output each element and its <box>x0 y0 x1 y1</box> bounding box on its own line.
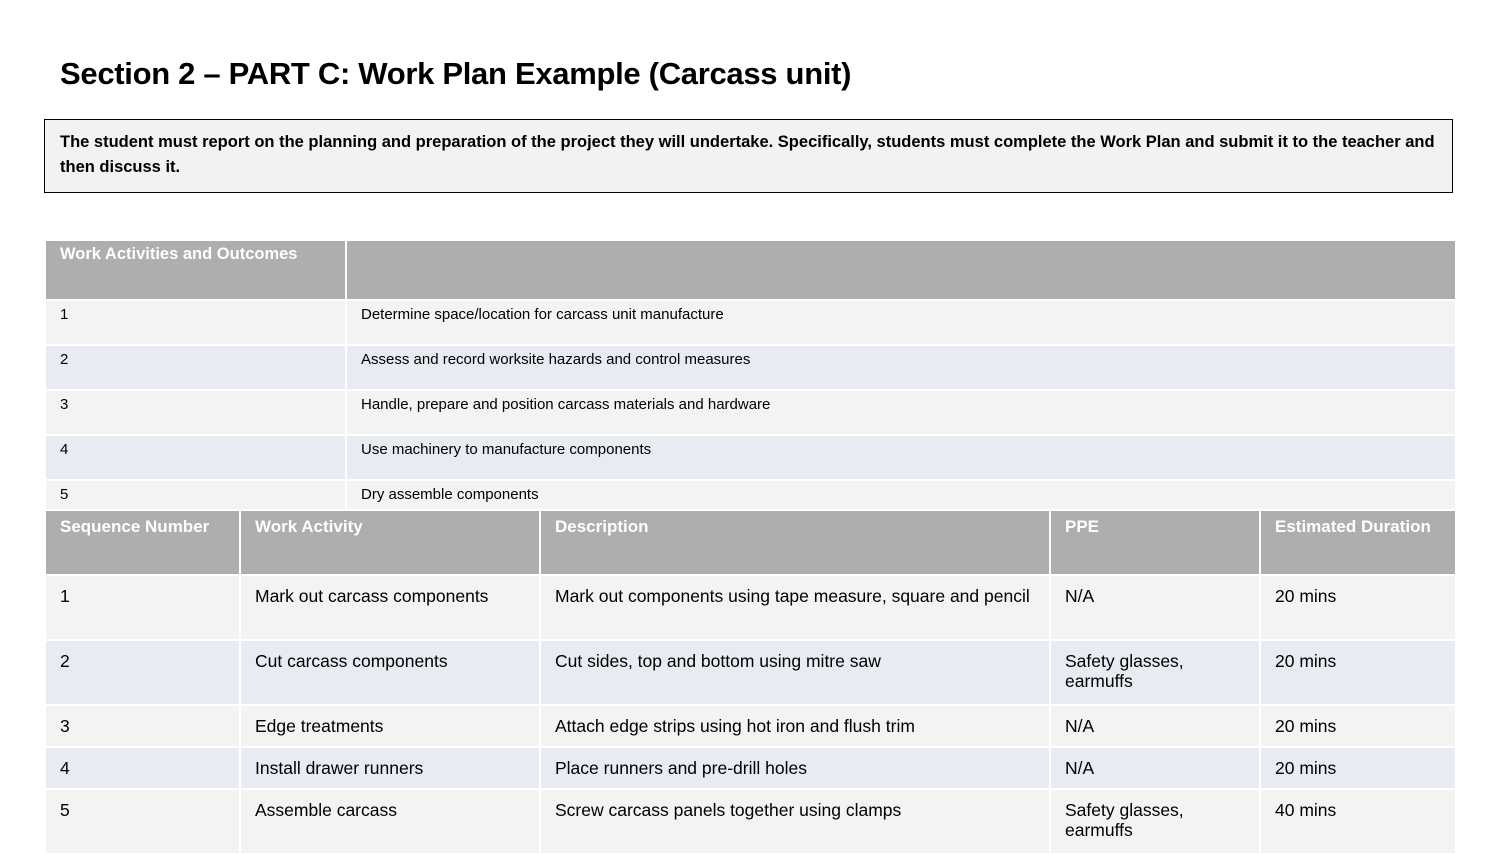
activity-text: Assess and record worksite hazards and c… <box>345 344 1457 391</box>
description: Attach edge strips using hot iron and fl… <box>539 704 1051 748</box>
activities-table: Work Activities and Outcomes 1 Determine… <box>44 239 1457 526</box>
work-activity: Install drawer runners <box>239 746 541 790</box>
activity-text: Use machinery to manufacture components <box>345 434 1457 481</box>
estimated-duration: 20 mins <box>1259 704 1457 748</box>
header-ppe: PPE <box>1049 509 1261 576</box>
description: Mark out components using tape measure, … <box>539 574 1051 641</box>
work-plan-row: 1 Mark out carcass components Mark out c… <box>44 574 1457 641</box>
work-plan-row: 2 Cut carcass components Cut sides, top … <box>44 639 1457 706</box>
work-plan-header-row: Sequence Number Work Activity Descriptio… <box>44 509 1457 576</box>
activity-row: 4 Use machinery to manufacture component… <box>44 434 1457 481</box>
activity-number: 4 <box>44 434 347 481</box>
activity-row: 2 Assess and record worksite hazards and… <box>44 344 1457 391</box>
work-plan-row: 4 Install drawer runners Place runners a… <box>44 746 1457 790</box>
estimated-duration: 20 mins <box>1259 746 1457 790</box>
description: Screw carcass panels together using clam… <box>539 788 1051 855</box>
instruction-box: The student must report on the planning … <box>44 119 1453 193</box>
estimated-duration: 20 mins <box>1259 639 1457 706</box>
work-plan-row: 3 Edge treatments Attach edge strips usi… <box>44 704 1457 748</box>
activities-header: Work Activities and Outcomes <box>44 239 347 301</box>
ppe: N/A <box>1049 746 1261 790</box>
sequence-number: 2 <box>44 639 241 706</box>
activity-text: Determine space/location for carcass uni… <box>345 299 1457 346</box>
work-activity: Cut carcass components <box>239 639 541 706</box>
activities-header-blank <box>345 239 1457 301</box>
activity-number: 3 <box>44 389 347 436</box>
estimated-duration: 20 mins <box>1259 574 1457 641</box>
header-description: Description <box>539 509 1051 576</box>
ppe: Safety glasses, earmuffs <box>1049 639 1261 706</box>
estimated-duration: 40 mins <box>1259 788 1457 855</box>
work-plan-table: Sequence Number Work Activity Descriptio… <box>44 509 1457 855</box>
header-sequence-number: Sequence Number <box>44 509 241 576</box>
activity-text: Handle, prepare and position carcass mat… <box>345 389 1457 436</box>
sequence-number: 1 <box>44 574 241 641</box>
activities-header-row: Work Activities and Outcomes <box>44 239 1457 301</box>
activity-number: 1 <box>44 299 347 346</box>
ppe: Safety glasses, earmuffs <box>1049 788 1261 855</box>
activity-row: 3 Handle, prepare and position carcass m… <box>44 389 1457 436</box>
sequence-number: 3 <box>44 704 241 748</box>
header-work-activity: Work Activity <box>239 509 541 576</box>
description: Cut sides, top and bottom using mitre sa… <box>539 639 1051 706</box>
work-activity: Assemble carcass <box>239 788 541 855</box>
sequence-number: 4 <box>44 746 241 790</box>
activity-row: 1 Determine space/location for carcass u… <box>44 299 1457 346</box>
description: Place runners and pre-drill holes <box>539 746 1051 790</box>
work-activity: Edge treatments <box>239 704 541 748</box>
page-title: Section 2 – PART C: Work Plan Example (C… <box>60 56 852 91</box>
sequence-number: 5 <box>44 788 241 855</box>
activity-number: 2 <box>44 344 347 391</box>
header-estimated-duration: Estimated Duration <box>1259 509 1457 576</box>
ppe: N/A <box>1049 574 1261 641</box>
work-plan-row: 5 Assemble carcass Screw carcass panels … <box>44 788 1457 855</box>
ppe: N/A <box>1049 704 1261 748</box>
work-activity: Mark out carcass components <box>239 574 541 641</box>
